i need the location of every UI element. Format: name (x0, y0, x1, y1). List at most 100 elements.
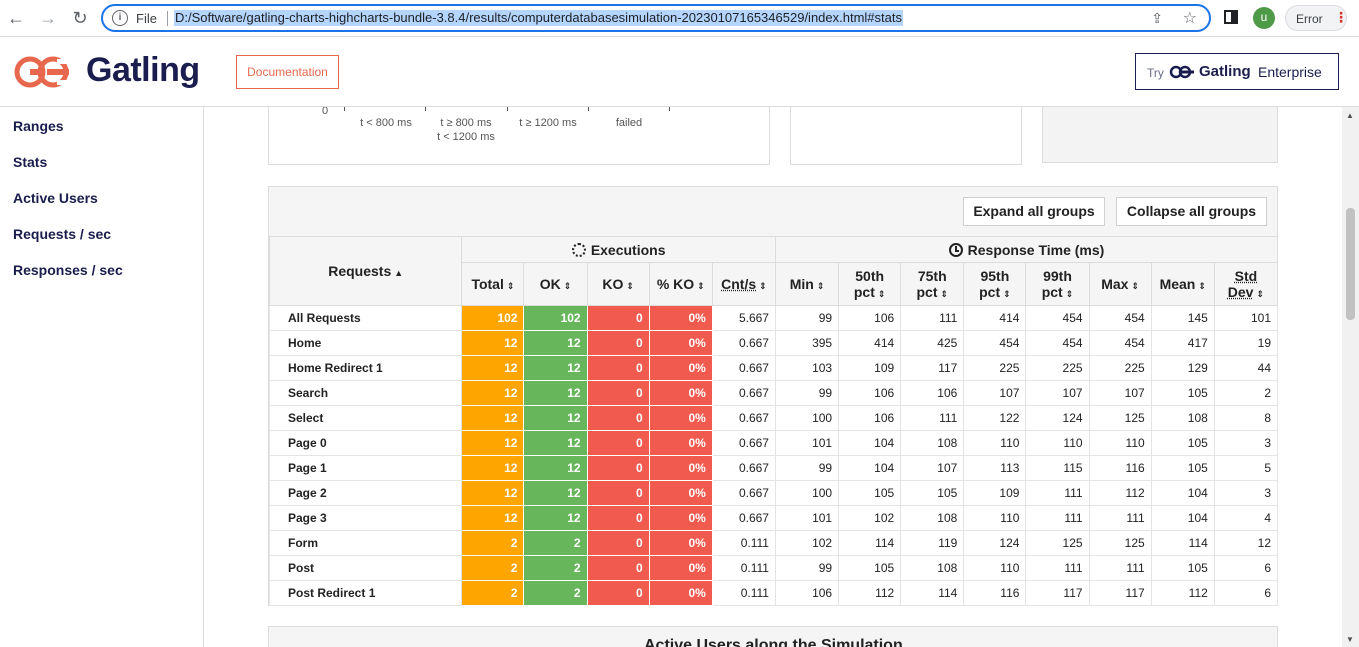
forward-icon[interactable]: → (39, 8, 57, 28)
cell-min: 99 (774, 305, 840, 331)
cell-p95: 110 (963, 555, 1027, 581)
url-text[interactable]: D:/Software/gatling-charts-highcharts-bu… (174, 10, 903, 26)
star-icon[interactable]: ☆ (1182, 10, 1197, 27)
request-name[interactable]: Select (268, 405, 463, 431)
reload-icon[interactable]: ↻ (72, 8, 88, 28)
col-ko[interactable]: KO ⇕ (586, 262, 650, 306)
request-name[interactable]: Form (268, 530, 463, 556)
request-name[interactable]: Page 3 (268, 505, 463, 531)
cell-cnt: 0.667 (711, 505, 776, 531)
executions-group-header: Executions (461, 236, 776, 263)
request-name[interactable]: Search (268, 380, 463, 406)
cell-p50: 104 (838, 455, 902, 481)
sidebar-item-responses-sec[interactable]: Responses / sec (13, 262, 123, 278)
col-std-dev[interactable]: Std Dev ⇕ (1213, 262, 1279, 306)
side-panel-icon[interactable] (1224, 10, 1238, 24)
collapse-all-groups-button[interactable]: Collapse all groups (1116, 197, 1267, 226)
error-button[interactable]: Error ⋮ (1285, 5, 1348, 31)
cell-std: 101 (1213, 305, 1279, 331)
cell-max: 454 (1088, 330, 1152, 356)
requests-header[interactable]: Requests ▲ (268, 236, 463, 306)
col-mean[interactable]: Mean ⇕ (1150, 262, 1215, 306)
cell-total: 12 (461, 430, 525, 456)
browser-toolbar: ← → ↻ i File D:/Software/gatling-charts-… (0, 0, 1359, 37)
col-75th-pct[interactable]: 75th pct ⇕ (900, 262, 965, 306)
col-max[interactable]: Max ⇕ (1088, 262, 1152, 306)
sidebar-item-stats[interactable]: Stats (13, 154, 48, 170)
cell-total: 12 (461, 505, 525, 531)
request-name[interactable]: Home Redirect 1 (268, 355, 463, 381)
sort-icon: ⇕ (1065, 289, 1074, 299)
chart-card (1042, 107, 1278, 163)
gatling-logo-icon[interactable] (13, 55, 75, 96)
col-cnt-s[interactable]: Cnt/s ⇕ (711, 262, 776, 306)
col-50th-pct[interactable]: 50th pct ⇕ (838, 262, 902, 306)
col-min[interactable]: Min ⇕ (774, 262, 840, 306)
cell-mean: 105 (1150, 380, 1215, 406)
sort-icon: ⇕ (1198, 281, 1206, 291)
page-scrollbar[interactable]: ▲ ▼ (1342, 107, 1359, 647)
col-pct-ko[interactable]: % KO ⇕ (648, 262, 713, 306)
cell-p95: 225 (963, 355, 1027, 381)
info-icon[interactable]: i (112, 10, 128, 26)
cell-std: 6 (1213, 580, 1279, 606)
cell-mean: 105 (1150, 430, 1215, 456)
col-total[interactable]: Total ⇕ (461, 262, 525, 306)
sort-icon: ⇕ (1131, 281, 1139, 291)
cell-p50: 109 (838, 355, 902, 381)
request-name[interactable]: All Requests (268, 305, 463, 331)
back-icon[interactable]: ← (7, 8, 25, 28)
cell-pko: 0% (648, 455, 713, 481)
cell-pko: 0% (648, 580, 713, 606)
expand-all-groups-button[interactable]: Expand all groups (963, 197, 1105, 226)
sidebar-item-requests-sec[interactable]: Requests / sec (13, 226, 112, 242)
cell-p99: 124 (1025, 405, 1090, 431)
range-label-800-1200: t ≥ 800 ms t < 1200 ms (437, 117, 495, 143)
cell-max: 111 (1088, 555, 1152, 581)
request-name[interactable]: Post Redirect 1 (268, 580, 463, 606)
cell-min: 100 (774, 480, 840, 506)
scroll-down-icon[interactable]: ▼ (1346, 635, 1354, 644)
cell-std: 3 (1213, 430, 1279, 456)
sort-asc-icon: ▲ (394, 268, 404, 278)
table-row: Home 12 12 0 0% 0.667 395 414 425 454 454 454 417 19 (268, 330, 1279, 356)
try-enterprise-button[interactable]: Try Gatling Enterprise (1135, 53, 1339, 90)
cell-min: 99 (774, 455, 840, 481)
cell-p75: 108 (900, 555, 965, 581)
request-name[interactable]: Page 0 (268, 430, 463, 456)
sidebar-item-active-users[interactable]: Active Users (13, 190, 98, 206)
stats-table-body: All Requests 102 102 0 0% 5.667 99 106 111 414 454… (268, 305, 1279, 606)
cell-ko: 0 (586, 305, 650, 331)
cell-p75: 106 (900, 380, 965, 406)
scroll-thumb[interactable] (1346, 208, 1355, 320)
sidebar: Ranges Stats Active Users Requests / sec… (0, 107, 204, 647)
request-name[interactable]: Page 2 (268, 480, 463, 506)
cell-p95: 110 (963, 430, 1027, 456)
cell-p75: 111 (900, 305, 965, 331)
more-icon[interactable]: ⋮ (1334, 9, 1348, 25)
range-label-failed: failed (615, 117, 643, 129)
documentation-button[interactable]: Documentation (236, 55, 339, 89)
cell-p50: 102 (838, 505, 902, 531)
col-95th-pct[interactable]: 95th pct ⇕ (963, 262, 1027, 306)
sidebar-item-ranges[interactable]: Ranges (13, 118, 64, 134)
request-name[interactable]: Home (268, 330, 463, 356)
request-name[interactable]: Post (268, 555, 463, 581)
axis-zero-label: 0 (322, 107, 329, 117)
col-ok[interactable]: OK ⇕ (523, 262, 588, 306)
brand-name[interactable]: Gatling (86, 51, 200, 89)
cell-mean: 104 (1150, 505, 1215, 531)
cell-ko: 0 (586, 380, 650, 406)
clock-icon (948, 242, 963, 257)
col-99th-pct[interactable]: 99th pct ⇕ (1025, 262, 1090, 306)
cell-max: 225 (1088, 355, 1152, 381)
address-bar[interactable]: i File D:/Software/gatling-charts-highch… (101, 4, 1211, 32)
share-icon[interactable]: ⇪ (1151, 10, 1163, 26)
cell-p95: 107 (963, 380, 1027, 406)
sort-icon: ⇕ (816, 281, 825, 291)
avatar[interactable]: u (1253, 7, 1275, 29)
request-name[interactable]: Page 1 (268, 455, 463, 481)
gatling-small-logo-icon (1169, 65, 1195, 82)
scroll-up-icon[interactable]: ▲ (1346, 111, 1354, 120)
sort-icon: ⇕ (697, 281, 705, 291)
